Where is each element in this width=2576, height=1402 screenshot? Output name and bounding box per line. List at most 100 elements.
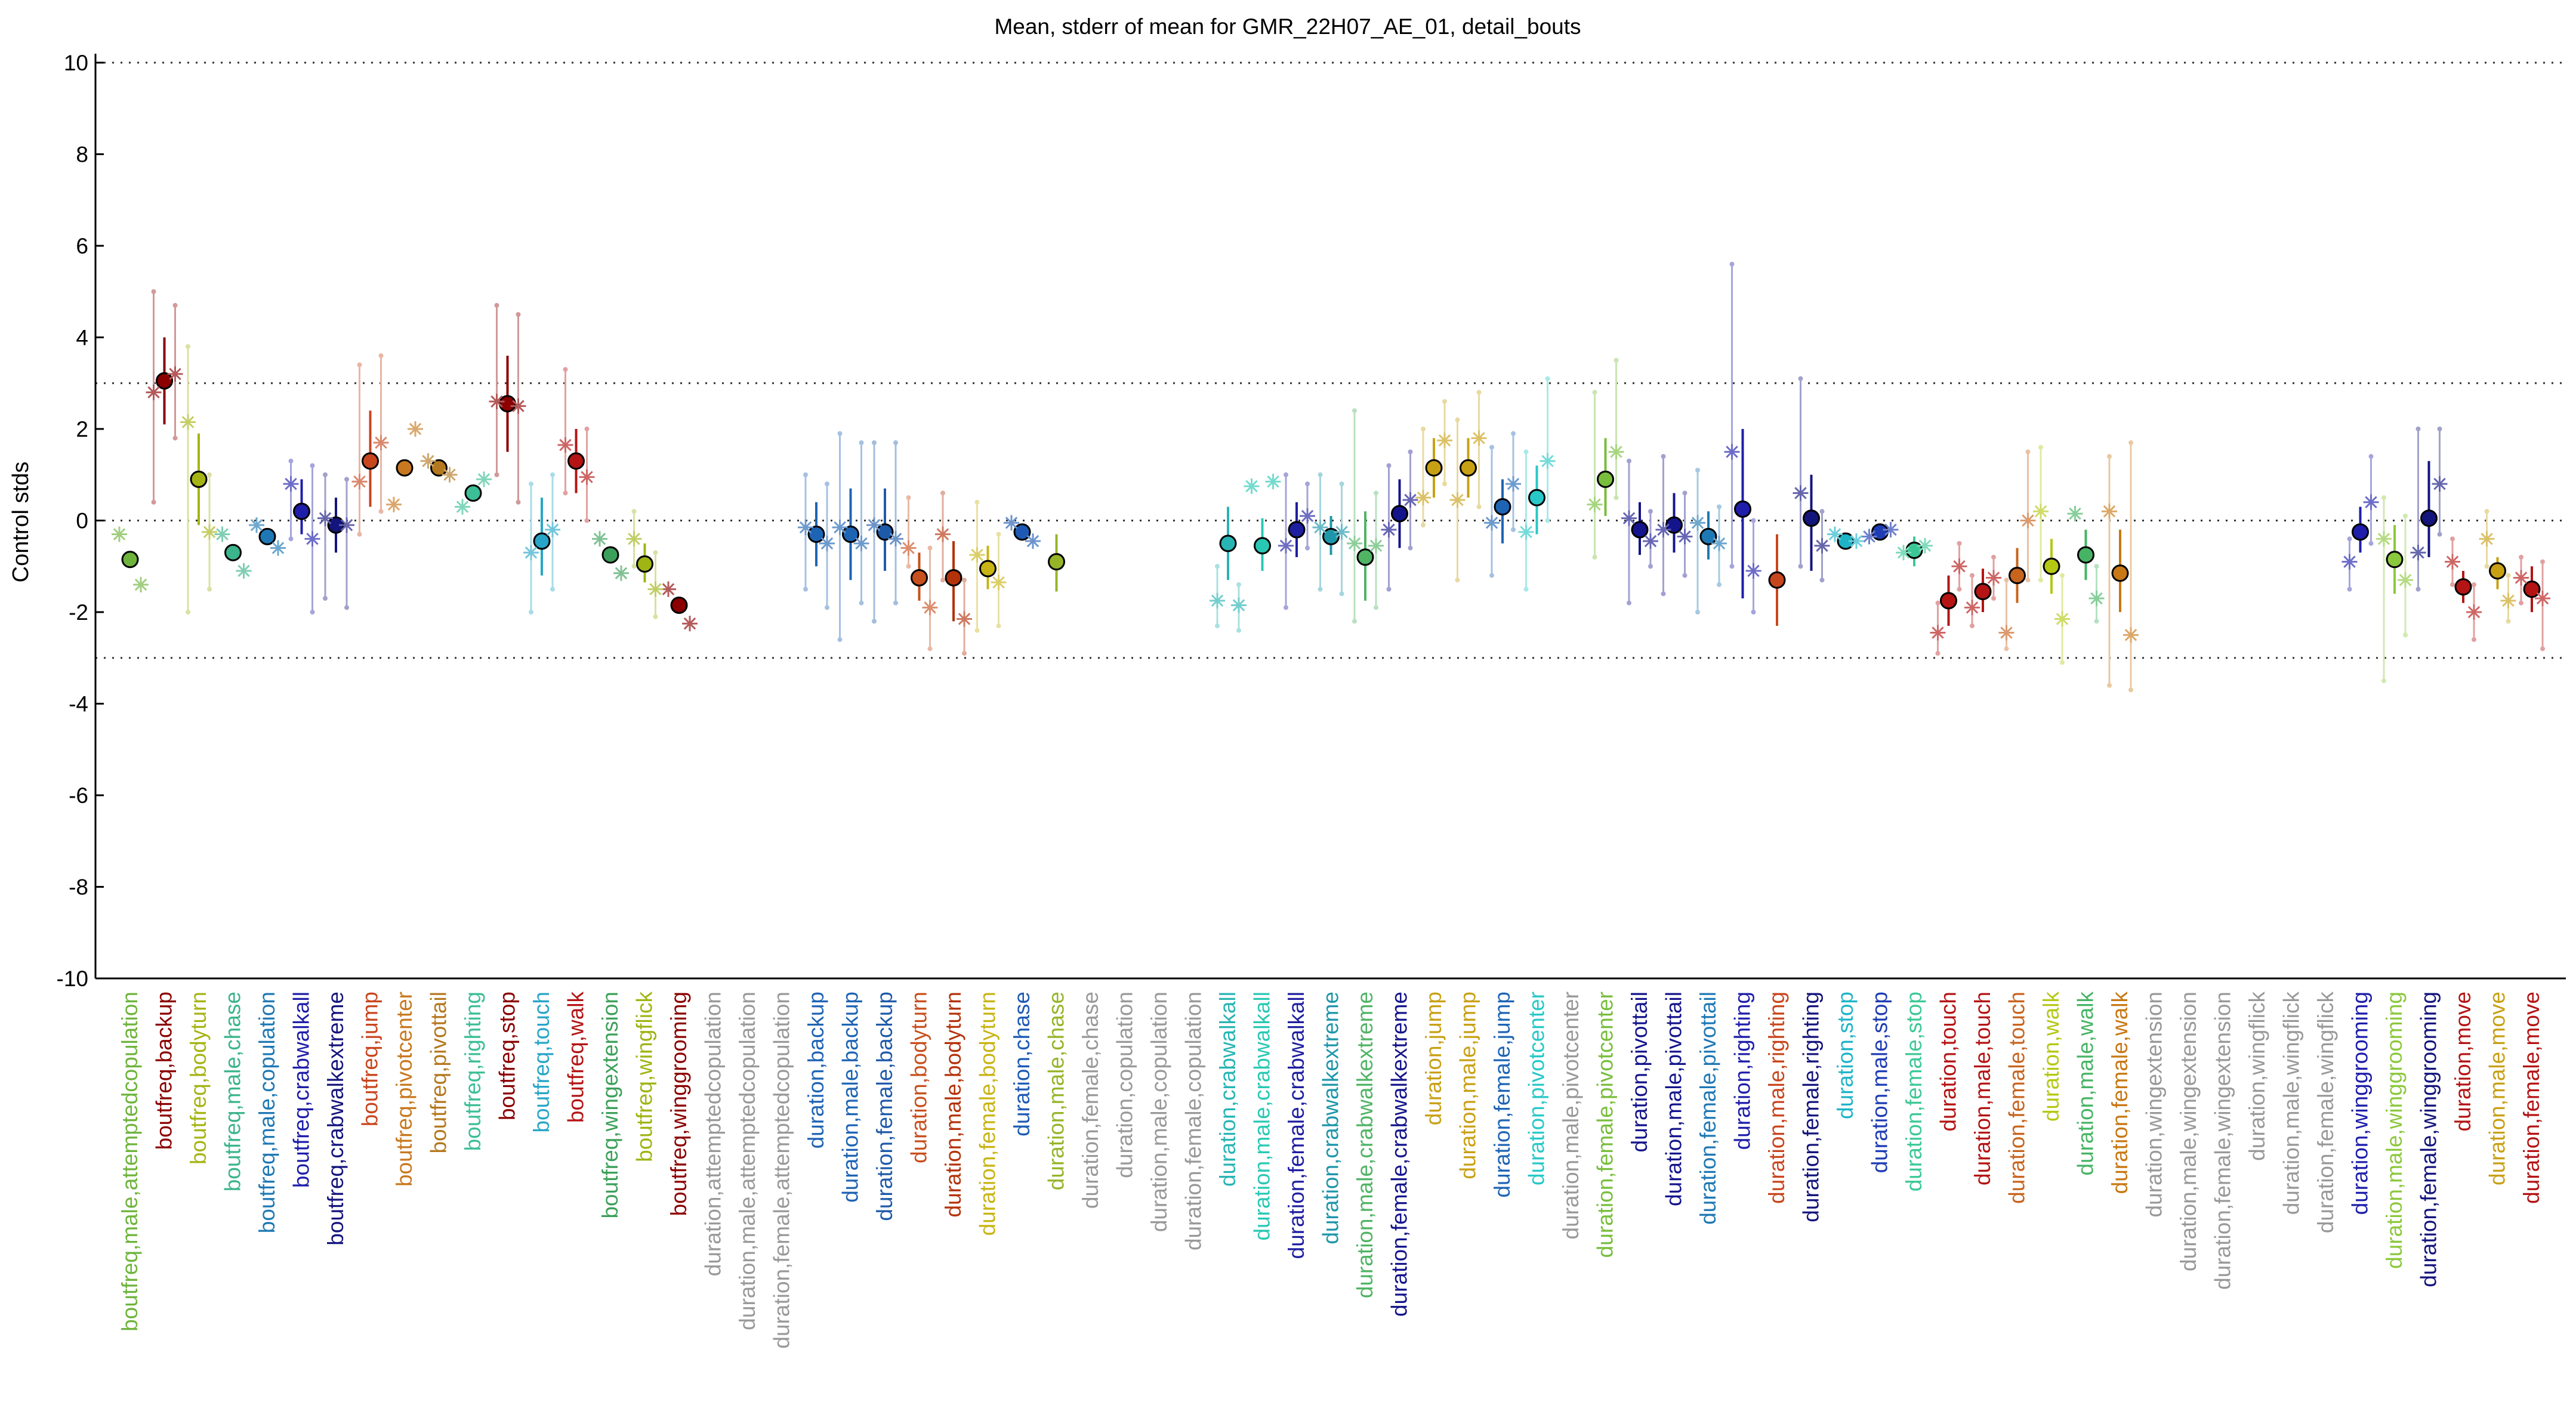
fly-marker-stroke [2377,532,2390,545]
fly-marker [2088,590,2105,606]
x-tick-label: boutfreq,pivotcenter [392,992,417,1187]
fly-marker [1986,570,2001,586]
y-tick-label: 8 [76,143,88,167]
fly-marker-stroke [1588,498,1601,511]
fly-marker-stroke [319,512,332,524]
fly-marker-stroke [958,613,971,625]
x-tick-label: duration,female,pivottail [1696,992,1720,1225]
fly-marker [1861,529,1877,545]
fly-marker-stroke [1622,512,1636,524]
fly-marker [1300,508,1315,524]
error-bar-cap [2025,578,2031,583]
error-bar-cap [1717,504,1722,509]
fly-marker-stroke [2536,592,2549,605]
fly-marker-stroke [169,368,181,381]
y-tick-label: -2 [69,600,88,625]
mean-marker [2077,546,2094,564]
error-bar-cap [2004,646,2009,651]
fly-marker [249,517,264,533]
error-bar-cap [2403,632,2408,638]
error-bar-cap [2038,578,2043,583]
mean-marker [1734,500,1751,518]
error-bar-cap [859,440,864,446]
error-bar-cap [1318,472,1323,477]
mean-marker [1803,509,1820,527]
fly-marker-stroke [2000,626,2013,639]
error-bar-cap [803,472,808,477]
mean-marker [258,527,276,545]
fly-marker [613,565,629,581]
x-tick-label: duration,crabwalkall [1215,992,1240,1187]
fly-marker [1334,524,1350,540]
error-bar-cap [2094,564,2099,569]
fly-marker [1210,592,1225,609]
fly-marker-stroke [147,386,160,399]
fly-marker-stroke [285,477,297,490]
x-tick-label: duration,touch [1936,992,1961,1132]
fly-marker-stroke [387,498,400,511]
fly-marker-stroke [1816,539,1828,552]
fly-marker-stroke [134,578,147,591]
fly-marker-stroke [902,542,915,554]
error-bar-cap [172,302,178,308]
mean-marker [1974,582,1992,600]
y-ticks: -10 -8 -6 -4 -2 0 2 4 6 8 10 [57,51,104,991]
error-bar-cap [2381,495,2386,501]
mean-marker [1460,459,1477,477]
error-bar-cap [1819,578,1825,583]
error-bar-cap [996,532,1001,537]
mean-marker [807,526,825,543]
error-bar-cap [1695,468,1700,473]
error-bar-cap [357,362,362,368]
fly-marker-stroke [1301,509,1314,523]
error-bar-cap [1305,545,1310,551]
x-tick-label: boutfreq,crabwalkextreme [323,992,348,1246]
fly-marker [202,524,217,540]
error-bar-cap [2038,444,2043,450]
error-bar-cap [207,472,212,477]
fly-marker [1278,538,1294,554]
error-bar-cap [1991,595,1996,601]
fly-marker [1506,476,1521,492]
error-bar-cap [837,431,843,436]
fly-marker [214,526,230,542]
x-tick-label: boutfreq,male,chase [221,992,245,1191]
fly-marker [2341,554,2358,570]
error-bar-cap [1717,582,1722,587]
error-bar-cap [1751,610,1756,614]
fly-marker [1608,444,1624,460]
fly-marker [236,563,252,579]
error-bar-cap [323,595,328,601]
error-bar-cap [1215,564,1220,569]
error-bar-cap [1421,523,1426,528]
fly-marker-stroke [662,583,675,595]
fly-marker-stroke [456,501,469,513]
fly-marker [798,520,813,536]
error-bar-cap [2415,427,2421,431]
fly-marker-stroke [1953,560,1966,573]
fly-marker-stroke [889,532,902,545]
fly-marker-stroke [375,436,387,449]
fly-marker [2102,504,2117,520]
fly-marker-stroke [1473,432,1485,444]
fly-marker-stroke [593,532,606,545]
fly-marker [1896,545,1911,561]
fly-marker [442,467,458,483]
fly-marker-stroke [992,576,1005,589]
x-tick-label: duration,female,jump [1490,992,1514,1198]
fly-marker [1930,625,1946,641]
fly-marker [935,526,951,542]
error-bar-cap [825,481,829,487]
error-bar-cap [1511,527,1516,532]
fly-marker-stroke [834,521,846,534]
error-bar-cap [974,628,980,633]
fly-marker [1381,521,1397,538]
fly-marker [133,576,149,592]
error-bar-cap [207,586,212,592]
fly-marker [626,531,642,547]
error-bar-cap [893,600,898,606]
error-bar-cap [378,509,384,514]
fly-marker [1402,492,1418,508]
fly-marker [270,540,286,556]
fly-marker-stroke [936,528,949,541]
